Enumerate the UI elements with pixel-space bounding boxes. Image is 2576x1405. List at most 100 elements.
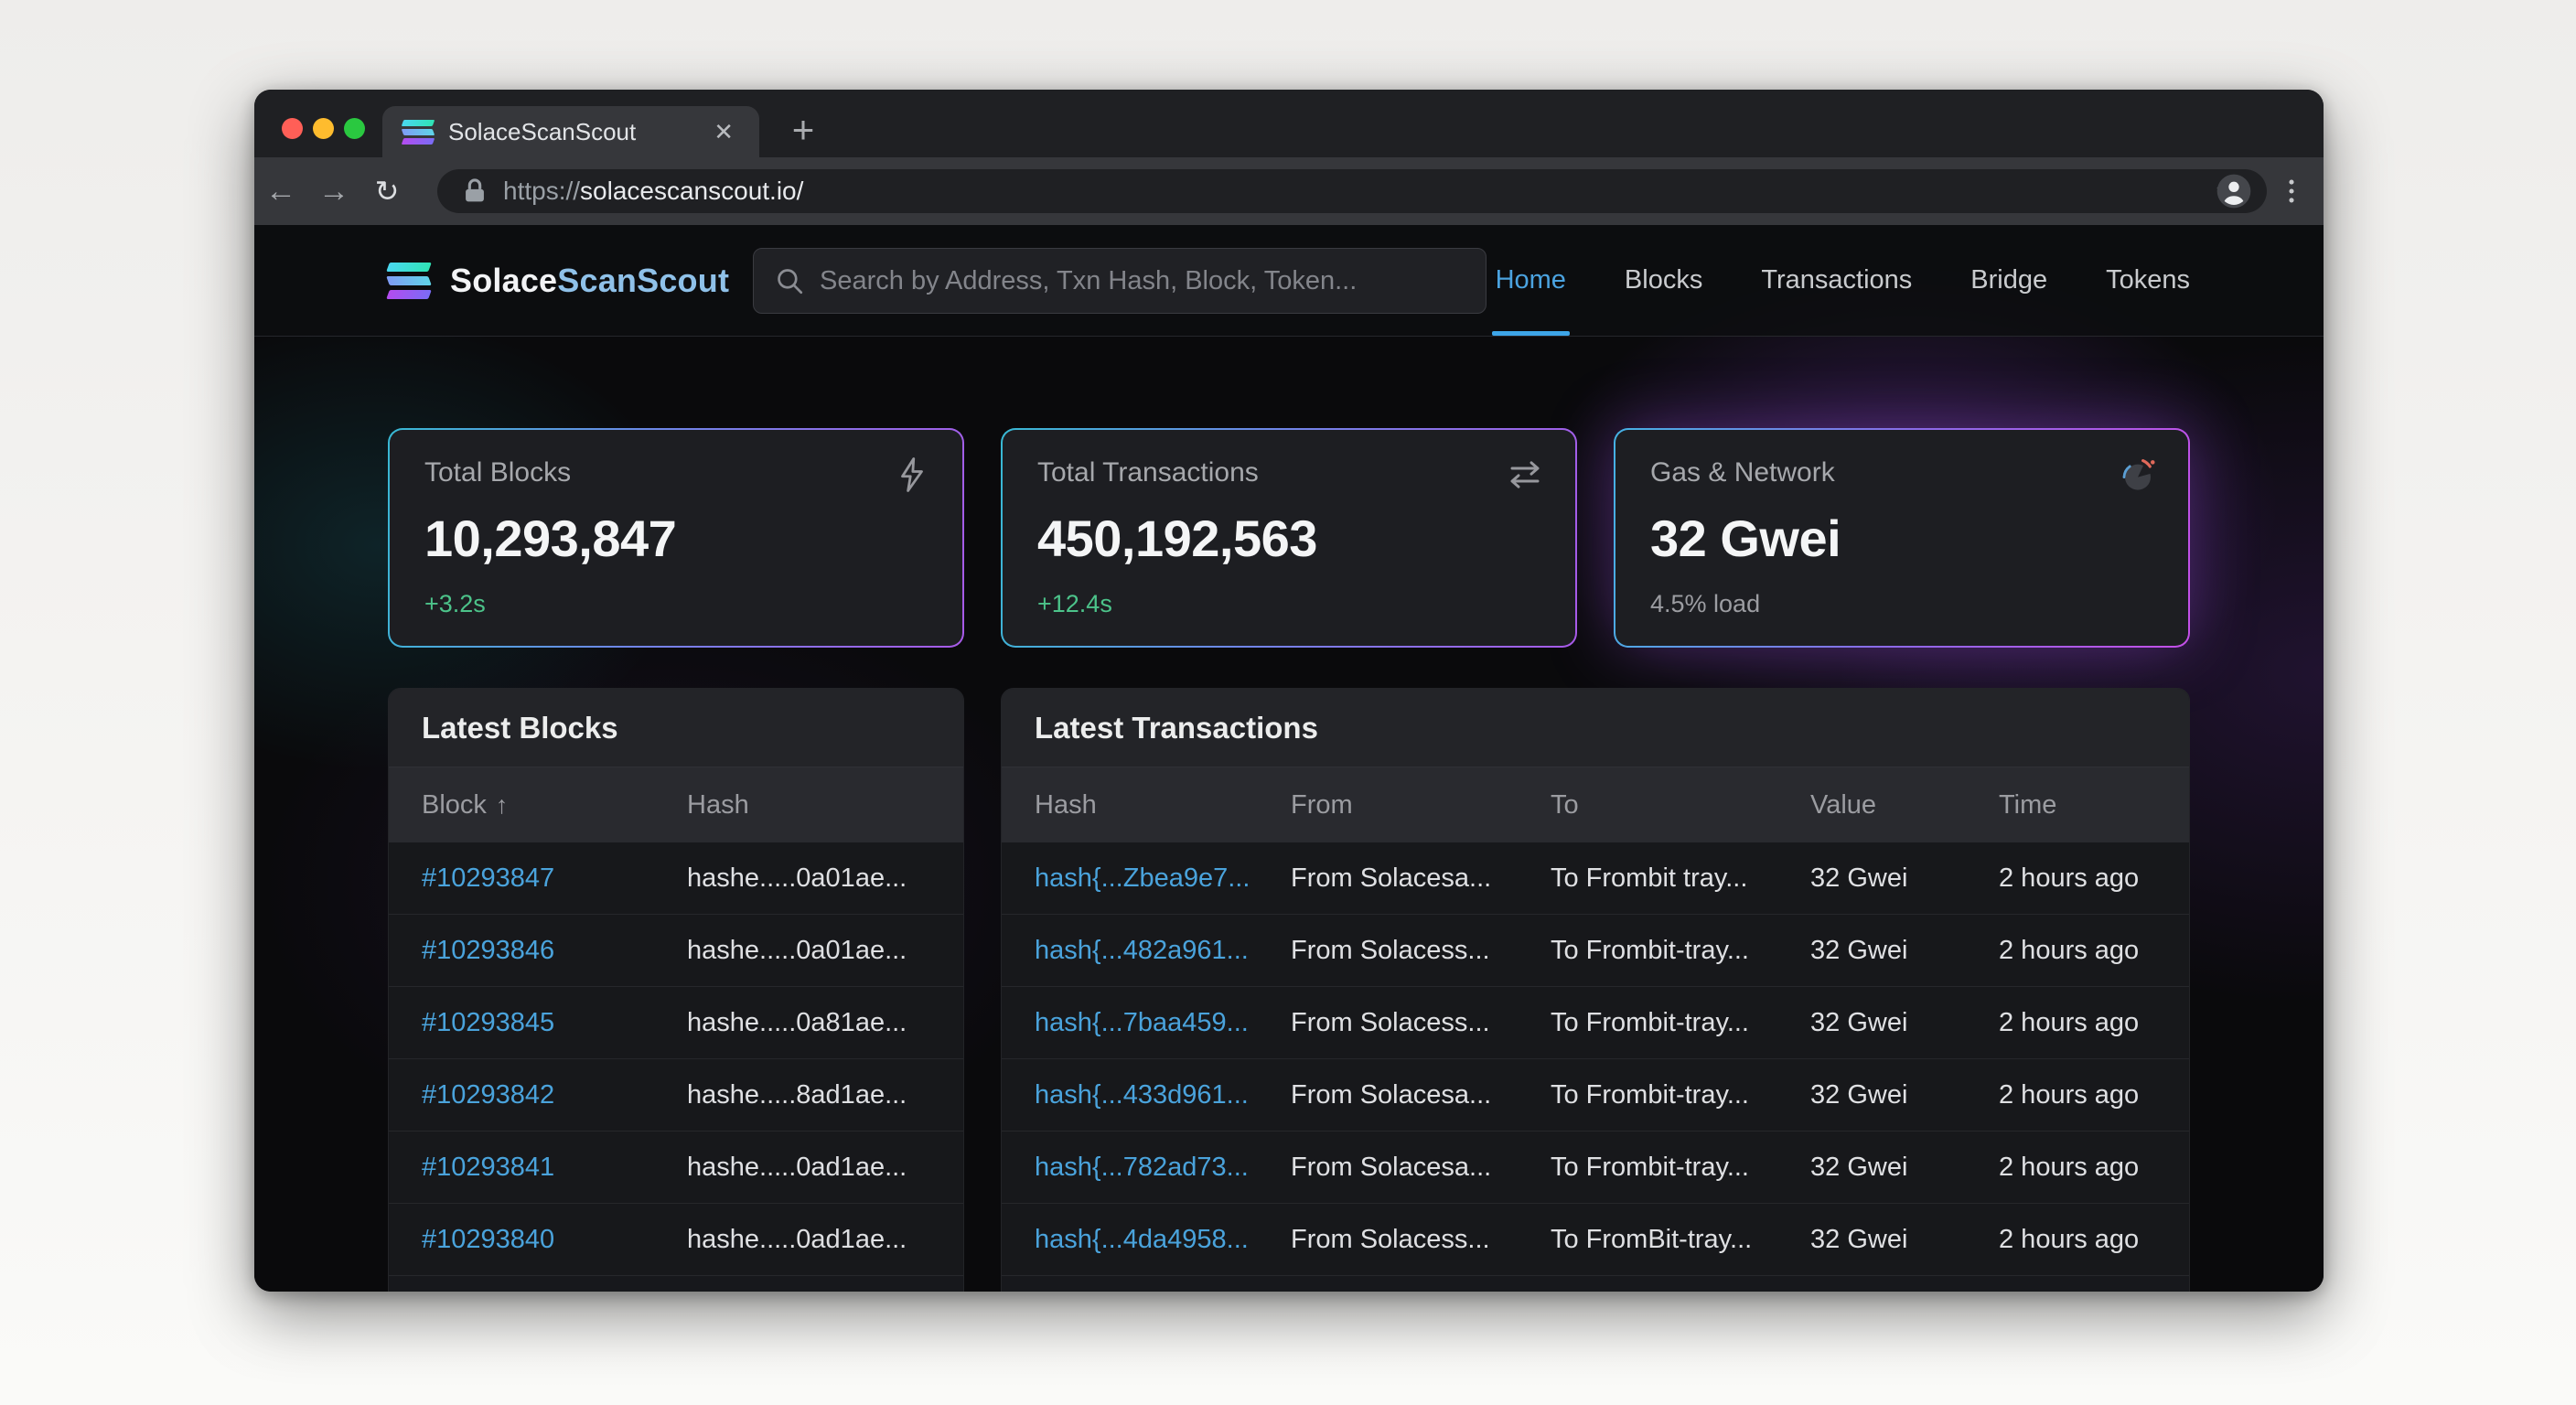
new-tab-button[interactable]: + — [791, 108, 815, 151]
transaction-row: hash{...Zbea9e7... From Solacesa... To F… — [1002, 842, 2189, 915]
block-number-link[interactable]: #10293841 — [422, 1152, 555, 1182]
gas-network-card: Gas & Network 32 Gwei 4.5% load — [1614, 428, 2190, 648]
block-number-link[interactable]: #10293842 — [422, 1079, 555, 1110]
card-value: 32 Gwei — [1650, 509, 1841, 567]
block-row: #10293846 hashe.....0a01ae... — [389, 915, 963, 987]
tx-from: From Solacess... — [1291, 1007, 1490, 1037]
browser-menu-icon[interactable] — [2276, 176, 2307, 207]
block-number-link[interactable]: #10293840 — [422, 1224, 555, 1254]
tx-hash-link[interactable]: hash{...Zbea9e7... — [1035, 863, 1250, 893]
latest-blocks-panel: Latest Blocks Block ↑ Hash #10293847 hash… — [388, 688, 964, 1292]
block-hash: hashe.....0ad1ae... — [687, 1224, 907, 1254]
column-tx-hash: Hash — [1035, 789, 1097, 820]
card-value: 450,192,563 — [1037, 509, 1317, 567]
transaction-row: hash{...782ad73... From Solacesa... To F… — [1002, 1132, 2189, 1204]
transactions-table-header: Hash From To Value Time — [1002, 767, 2189, 842]
block-row: #10293840 hashe.....0ad1ae... — [389, 1204, 963, 1276]
card-title: Total Blocks — [424, 457, 572, 488]
brand-name: SolaceScanScout — [450, 261, 730, 299]
nav-item-blocks[interactable]: Blocks — [1624, 265, 1703, 295]
url-text: https://solacescanscout.io/ — [503, 177, 804, 205]
nav-item-tokens[interactable]: Tokens — [2106, 265, 2190, 295]
close-window-button[interactable] — [282, 118, 303, 139]
column-value: Value — [1810, 789, 1877, 820]
blocks-table-header: Block ↑ Hash — [389, 767, 963, 842]
stats-cards: Total Blocks 10,293,847 +3.2s Total Tran… — [388, 428, 2190, 648]
search-icon — [778, 269, 803, 295]
lock-icon — [466, 178, 484, 202]
tab-title: SolaceScanScout — [448, 117, 637, 145]
brand-logo[interactable]: SolaceScanScout — [386, 261, 730, 300]
block-number-link[interactable]: #10293847 — [422, 863, 555, 893]
maximize-window-button[interactable] — [344, 118, 365, 139]
block-hash: hashe.....0ad1ae... — [687, 1152, 907, 1182]
browser-toolbar: ← → ↻ https://solacescanscout.io/ — [254, 157, 2324, 225]
tx-hash-link[interactable]: hash{...782ad73... — [1035, 1152, 1249, 1182]
block-hash: hashe.....0a01ae... — [687, 863, 907, 893]
column-time: Time — [1999, 789, 2057, 820]
tx-from: From Solacesa... — [1291, 1079, 1492, 1110]
block-hash: hashe.....0a01ae... — [687, 935, 907, 965]
solana-logo-icon — [386, 262, 432, 299]
back-icon[interactable]: ← — [265, 173, 296, 209]
tx-from: From Solacess... — [1291, 1224, 1490, 1254]
tab-strip: SolaceScanScout ✕ + — [254, 90, 2324, 157]
search-input[interactable] — [820, 265, 1465, 296]
favicon-solana-icon — [401, 119, 435, 145]
minimize-window-button[interactable] — [313, 118, 334, 139]
tx-to: To Frombit tray... — [1551, 863, 1748, 893]
tx-hash-link[interactable]: hash{...482a961... — [1035, 935, 1249, 965]
tx-to: To Frombit-tray... — [1551, 1079, 1749, 1110]
tx-value: 32 Gwei — [1810, 1152, 1908, 1182]
total-blocks-card: Total Blocks 10,293,847 +3.2s — [388, 428, 964, 648]
tx-hash-link[interactable]: hash{...433d961... — [1035, 1079, 1249, 1110]
card-title: Gas & Network — [1650, 457, 1835, 488]
reload-icon[interactable]: ↻ — [374, 175, 400, 208]
column-from: From — [1291, 789, 1353, 820]
gauge-icon — [2122, 459, 2156, 490]
browser-tab[interactable]: SolaceScanScout ✕ — [382, 106, 759, 157]
nav-item-bridge[interactable]: Bridge — [1970, 265, 2048, 295]
tx-from: From Solacesa... — [1291, 1152, 1492, 1182]
card-subtext: +12.4s — [1037, 590, 1112, 617]
tx-value: 32 Gwei — [1810, 863, 1908, 893]
transaction-row: hash{...4da4958... From Solacess... To F… — [1002, 1204, 2189, 1276]
tx-to: To FromBit-tray... — [1551, 1224, 1753, 1254]
forward-icon[interactable]: → — [318, 173, 349, 209]
block-row: #10293842 hashe.....8ad1ae... — [389, 1059, 963, 1132]
profile-avatar-icon[interactable] — [2216, 173, 2252, 209]
tx-hash-link[interactable]: hash{...7baa459... — [1035, 1007, 1249, 1037]
tx-hash-link[interactable]: hash{...4da4958... — [1035, 1224, 1249, 1254]
tx-to: To Frombit-tray... — [1551, 1152, 1749, 1182]
transaction-row: hash{...7baa459... From Solacess... To F… — [1002, 987, 2189, 1059]
site-header: SolaceScanScout Home Blocks Transactions… — [254, 225, 2324, 337]
tx-time: 2 hours ago — [1999, 1079, 2140, 1110]
block-hash: hashe.....0a81ae... — [687, 1007, 907, 1037]
column-block[interactable]: Block ↑ — [422, 789, 509, 820]
tx-time: 2 hours ago — [1999, 935, 2140, 965]
sort-asc-icon: ↑ — [495, 790, 509, 819]
tx-from: From Solacess... — [1291, 935, 1490, 965]
block-number-link[interactable]: #10293846 — [422, 935, 555, 965]
tx-time: 2 hours ago — [1999, 863, 2140, 893]
block-row: #10293847 hashe.....0a01ae... — [389, 842, 963, 915]
nav-item-home[interactable]: Home — [1491, 225, 1571, 336]
transaction-row: hash{...482a961... From Solacess... To F… — [1002, 915, 2189, 987]
column-to: To — [1551, 789, 1579, 820]
top-navigation: Home Blocks Transactions Bridge Tokens — [1491, 225, 2190, 336]
block-number-link[interactable]: #10293845 — [422, 1007, 555, 1037]
block-hash: hashe.....8ad1ae... — [687, 1079, 907, 1110]
tx-value: 32 Gwei — [1810, 1079, 1908, 1110]
nav-item-transactions[interactable]: Transactions — [1761, 265, 1913, 295]
tx-time: 2 hours ago — [1999, 1152, 2140, 1182]
page-content: SolaceScanScout Home Blocks Transactions… — [254, 225, 2324, 1292]
card-subtext: 4.5% load — [1650, 590, 1761, 617]
latest-transactions-panel: Latest Transactions Hash From To Value T… — [1001, 688, 2190, 1292]
card-title: Total Transactions — [1037, 457, 1259, 488]
tx-value: 32 Gwei — [1810, 935, 1908, 965]
tx-from: From Solacesa... — [1291, 863, 1492, 893]
address-bar[interactable]: https://solacescanscout.io/ — [437, 169, 2267, 213]
browser-window: SolaceScanScout ✕ + ← → ↻ https://solace… — [254, 90, 2324, 1292]
transaction-row: hash{...433d961... From Solacesa... To F… — [1002, 1059, 2189, 1132]
tab-close-icon[interactable]: ✕ — [714, 117, 734, 145]
